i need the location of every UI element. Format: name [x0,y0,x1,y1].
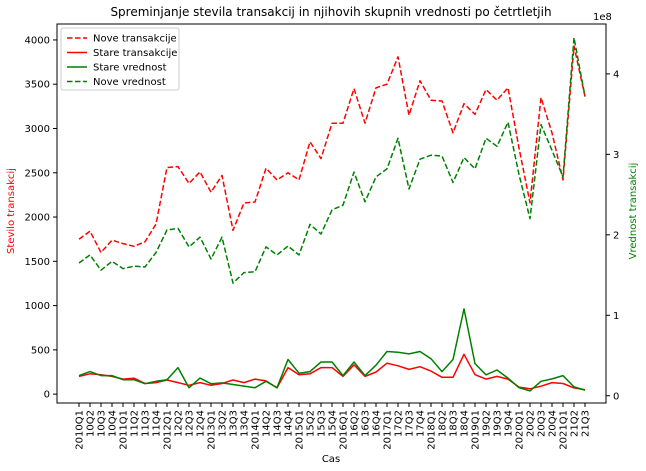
left-tick-label: 1000 [25,301,50,312]
x-tick-label: 12Q4 [196,410,207,437]
x-tick-label: 16Q3 [361,410,372,437]
x-tick-label: 2020Q1 [515,410,526,450]
left-tick-label: 500 [31,345,50,356]
x-tick-label: 19Q3 [493,410,504,437]
x-tick-label: 2013Q1 [207,410,218,450]
x-tick-label: 15Q2 [306,410,317,437]
x-tick-label: 2017Q1 [383,410,394,450]
x-tick-label: 11Q2 [130,410,141,437]
x-tick-label: 12Q2 [174,410,185,437]
x-tick-label: 20Q2 [526,410,537,437]
right-tick-label: 3 [613,150,619,161]
x-tick-label: 18Q4 [460,410,471,437]
x-tick-label: 11Q3 [141,410,152,437]
y-axis-label-right: Vrednost transakcij [628,163,639,260]
x-tick-label: 18Q2 [438,410,449,437]
x-tick-label: 16Q4 [372,410,383,437]
x-tick-label: 13Q4 [240,410,251,437]
x-tick-label: 2018Q1 [427,410,438,450]
left-tick-label: 4000 [25,35,50,46]
x-tick-label: 2016Q1 [339,410,350,450]
series-lines [78,36,586,392]
left-tick-label: 2500 [25,168,50,179]
x-tick-label: 14Q3 [273,410,284,437]
left-y-axis: 0 500 1000 1500 2000 2500 3000 3500 4000 [25,35,57,401]
x-axis-label: Cas [322,454,340,465]
x-tick-label: 10Q3 [97,410,108,437]
x-tick-label: 19Q4 [504,410,515,437]
left-tick-label: 3000 [25,124,50,135]
left-tick-label: 1500 [25,257,50,268]
left-tick-label: 0 [44,390,50,401]
x-tick-label: 17Q4 [416,410,427,437]
x-tick-label: 2012Q1 [163,410,174,450]
x-tick-label: 10Q2 [86,410,97,437]
x-tick-label: 2019Q1 [471,410,482,450]
x-tick-label: 14Q4 [284,410,295,437]
legend: Nove transakcije Stare transakcije Stare v… [60,27,180,91]
x-tick-label: 15Q3 [317,410,328,437]
legend-label: Nove transakcije [93,34,177,45]
chart-title: Spreminjanje stevila transakcij in njiho… [110,5,551,19]
x-tick-label: 17Q3 [405,410,416,437]
left-tick-label: 3500 [25,80,50,91]
x-tick-label: 13Q2 [218,410,229,437]
right-axis-offset-text: 1e8 [593,12,612,23]
x-tick-label: 12Q3 [185,410,196,437]
x-tick-label: 10Q4 [108,410,119,437]
x-tick-label: 20Q3 [537,410,548,437]
x-axis: 2010Q1 10Q2 10Q3 10Q4 2011Q1 11Q2 11Q3 11Q4 2012… [75,403,592,450]
legend-label: Nove vrednost [93,77,166,88]
legend-box [60,27,180,91]
right-tick-label: 2 [613,230,619,241]
series-line [78,308,586,392]
x-tick-label: 21Q2 [570,410,581,437]
series-line [78,45,586,254]
x-tick-label: 18Q3 [449,410,460,437]
x-tick-label: 2014Q1 [251,410,262,450]
right-tick-label: 0 [613,391,619,402]
x-tick-label: 15Q4 [328,410,339,437]
right-y-axis: 0 1 2 3 4 [606,69,619,402]
x-tick-label: 2011Q1 [119,410,130,450]
left-tick-label: 2000 [25,213,50,224]
x-tick-label: 14Q2 [262,410,273,437]
legend-label: Stare vrednost [93,63,167,74]
x-tick-label: 2015Q1 [295,410,306,450]
x-tick-label: 11Q4 [152,410,163,437]
right-tick-label: 1 [613,311,619,322]
x-tick-label: 21Q3 [581,410,592,437]
y-axis-label-left: Stevilo transakcij [6,168,17,254]
right-tick-label: 4 [613,69,619,80]
series-line [78,36,586,284]
x-tick-label: 2010Q1 [75,410,86,450]
legend-label: Stare transakcije [93,48,177,59]
x-tick-label: 19Q2 [482,410,493,437]
x-tick-label: 20Q4 [548,410,559,437]
x-tick-label: 16Q2 [350,410,361,437]
x-tick-label: 13Q3 [229,410,240,437]
series-line [78,353,586,391]
x-tick-label: 17Q2 [394,410,405,437]
x-tick-label: 2021Q1 [559,410,570,450]
